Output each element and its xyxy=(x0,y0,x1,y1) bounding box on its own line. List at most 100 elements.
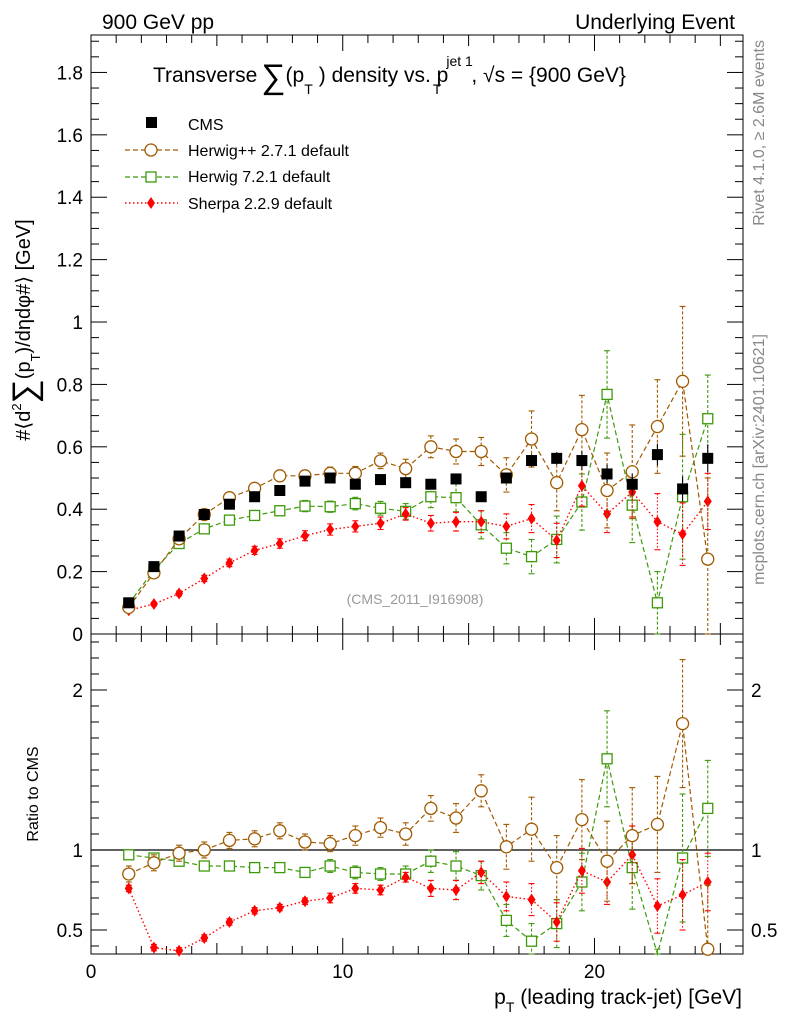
point-herwig7 xyxy=(324,860,336,872)
ratio-y-label: Ratio to CMS xyxy=(25,746,42,841)
point-herwig7 xyxy=(299,500,311,512)
point-cms xyxy=(702,452,714,464)
point-cms xyxy=(349,478,361,490)
ratio-y-tick-label: 0.5 xyxy=(57,921,83,942)
analysis-tag: (CMS_2011_I916908) xyxy=(347,591,484,607)
series-sherpa xyxy=(124,825,712,957)
point-herwigpp xyxy=(197,843,211,857)
main-y-tick-label: 0.4 xyxy=(57,500,84,521)
point-herwigpp xyxy=(273,824,287,838)
point-herwigpp xyxy=(575,423,589,437)
point-herwig7 xyxy=(525,550,538,563)
x-tick-label: 10 xyxy=(332,962,353,983)
legend-label-herwig7: Herwig 7.2.1 default xyxy=(188,169,331,186)
point-sherpa xyxy=(653,900,662,912)
main-y-tick-label: 1.8 xyxy=(57,63,83,84)
point-cms xyxy=(651,449,663,461)
point-sherpa xyxy=(300,529,309,542)
point-sherpa xyxy=(149,941,158,954)
legend-label-herwigpp: Herwig++ 2.7.1 default xyxy=(188,143,350,160)
legend-marker-herwigpp xyxy=(144,143,158,157)
point-sherpa xyxy=(175,587,184,600)
point-herwig7 xyxy=(425,491,437,503)
main-y-tick-label: 1.6 xyxy=(57,126,83,147)
point-herwigpp xyxy=(675,716,690,731)
point-herwigpp xyxy=(550,476,564,490)
series-cms xyxy=(123,443,714,609)
point-cms xyxy=(223,498,235,510)
header-left: 900 GeV pp xyxy=(102,11,214,34)
point-herwig7 xyxy=(500,914,513,927)
point-sherpa xyxy=(149,598,158,611)
point-herwigpp xyxy=(323,836,337,851)
legend-marker-sherpa xyxy=(147,197,155,209)
series-sherpa xyxy=(124,464,712,617)
point-sherpa xyxy=(326,892,335,904)
point-herwigpp xyxy=(273,469,287,483)
series-line-sherpa xyxy=(128,853,709,952)
point-sherpa xyxy=(703,495,712,508)
point-herwig7 xyxy=(324,501,336,513)
point-cms xyxy=(148,561,160,573)
mcplots-label: mcplots.cern.ch [arXiv:2401.10621] xyxy=(751,334,768,585)
x-axis-label: pT (leading track-jet) [GeV] xyxy=(494,986,742,1015)
point-sherpa xyxy=(275,537,284,550)
point-herwigpp xyxy=(474,444,488,459)
point-sherpa xyxy=(376,517,385,530)
point-herwigpp xyxy=(474,784,488,798)
point-herwigpp xyxy=(449,444,463,459)
ratio-y-tick-label: 1 xyxy=(72,841,83,862)
point-cms xyxy=(374,474,386,486)
legend-marker-herwig7 xyxy=(145,171,157,183)
point-cms xyxy=(299,475,311,487)
point-cms xyxy=(576,455,588,467)
point-herwigpp xyxy=(399,462,413,476)
point-herwigpp xyxy=(247,832,262,846)
point-sherpa xyxy=(200,572,209,585)
ratio-y-tick-label-right: 2 xyxy=(751,681,762,702)
point-sherpa xyxy=(426,517,435,530)
legend: CMS Herwig++ 2.7.1 default Herwig 7.2.1 … xyxy=(125,117,350,213)
point-herwigpp xyxy=(675,374,690,388)
point-herwigpp xyxy=(550,860,564,875)
point-herwig7 xyxy=(374,868,387,880)
point-sherpa xyxy=(351,882,360,895)
ratio-series-layer xyxy=(122,659,715,957)
point-cms xyxy=(601,468,613,480)
point-herwig7 xyxy=(702,802,714,815)
point-cms xyxy=(274,484,286,496)
point-herwigpp xyxy=(172,846,186,860)
point-sherpa xyxy=(577,479,586,492)
point-herwig7 xyxy=(198,523,210,535)
chart-title: Transverse ∑(pT) density vs. pjet 1 T, √s … xyxy=(153,53,626,97)
point-herwigpp xyxy=(348,466,362,480)
point-herwigpp xyxy=(424,801,438,816)
point-cms xyxy=(475,491,487,503)
point-herwigpp xyxy=(147,856,161,870)
point-cms xyxy=(551,452,563,464)
point-sherpa xyxy=(653,515,662,528)
point-herwig7 xyxy=(450,492,462,504)
point-sherpa xyxy=(527,512,536,525)
point-herwig7 xyxy=(248,861,261,874)
main-y-label: #⟨d2∑(pT)/dηdφ#⟩ [GeV] xyxy=(6,219,44,440)
point-herwig7 xyxy=(450,860,462,872)
point-sherpa xyxy=(502,520,511,533)
point-herwigpp xyxy=(348,828,362,843)
point-sherpa xyxy=(225,556,234,569)
point-herwig7 xyxy=(651,597,664,609)
x-tick-label: 0 xyxy=(86,962,97,983)
point-herwig7 xyxy=(248,509,261,522)
point-cms xyxy=(249,491,261,503)
ratio-y-tick-label-right: 1 xyxy=(751,841,762,862)
point-herwig7 xyxy=(576,876,588,888)
point-cms xyxy=(123,597,135,609)
point-herwigpp xyxy=(524,432,539,446)
point-sherpa xyxy=(678,528,687,541)
main-y-tick-label: 0 xyxy=(72,625,83,646)
main-y-tick-label: 0.8 xyxy=(57,375,83,396)
point-sherpa xyxy=(452,884,461,896)
point-cms xyxy=(400,477,412,489)
